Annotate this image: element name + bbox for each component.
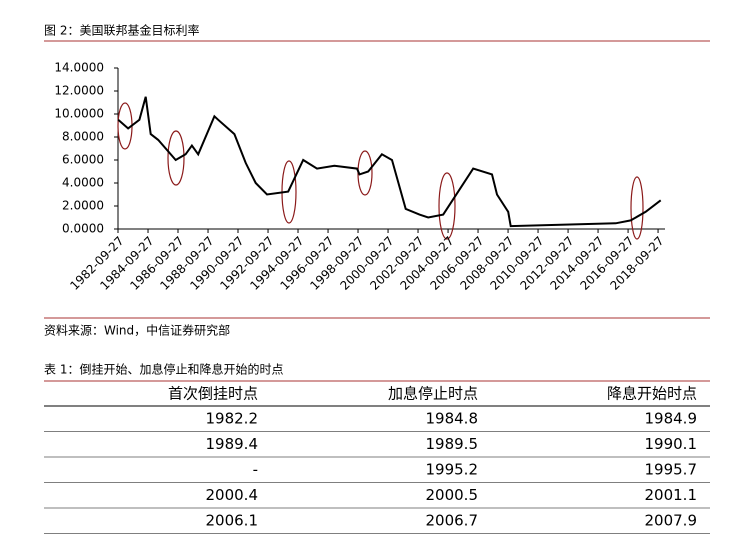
table-header-cell: 加息停止时点 xyxy=(388,385,478,403)
table-cell: 1989.5 xyxy=(426,435,479,453)
y-tick-label: 12.0000 xyxy=(54,84,104,98)
table-cell: 2006.7 xyxy=(426,512,479,530)
y-tick-label: 6.0000 xyxy=(62,153,104,167)
y-tick-label: 14.0000 xyxy=(54,61,104,75)
table-cell: 1984.9 xyxy=(645,410,698,428)
table-header-cell: 首次倒挂时点 xyxy=(168,385,258,403)
line-series xyxy=(117,96,662,228)
y-tick-label: 10.0000 xyxy=(54,107,104,121)
ellipse xyxy=(438,172,456,240)
y-tick-label: 0.0000 xyxy=(62,222,104,236)
y-tick-label: 2.0000 xyxy=(62,199,104,213)
chart-title: 图 2：美国联邦基金目标利率 xyxy=(44,23,199,38)
source: 资料来源：Wind，中信证券研究部 xyxy=(44,323,230,338)
ellipse xyxy=(167,130,185,186)
table-cell: 2000.5 xyxy=(426,486,479,504)
table-cell: 1990.1 xyxy=(645,435,698,453)
table-cell: 1995.7 xyxy=(645,461,698,479)
ellipse xyxy=(630,176,644,240)
table-header-cell: 降息开始时点 xyxy=(607,385,697,403)
table-cell: 2007.9 xyxy=(645,512,698,530)
table-cell: 2006.1 xyxy=(206,512,259,530)
table-cell: - xyxy=(253,461,258,479)
table-cell: 1984.8 xyxy=(426,410,479,428)
table-cell: 1982.2 xyxy=(206,410,259,428)
table-caption: 表 1：倒挂开始、加息停止和降息开始的时点 xyxy=(44,362,283,377)
table-cell: 2000.4 xyxy=(206,486,259,504)
highlight-ellipses xyxy=(117,102,644,240)
y-tick-label: 8.0000 xyxy=(62,130,104,144)
y-tick-label: 4.0000 xyxy=(62,176,104,190)
table-cell: 1995.2 xyxy=(426,461,479,479)
table-cell: 2001.1 xyxy=(645,486,698,504)
table-cell: 1989.4 xyxy=(206,435,259,453)
